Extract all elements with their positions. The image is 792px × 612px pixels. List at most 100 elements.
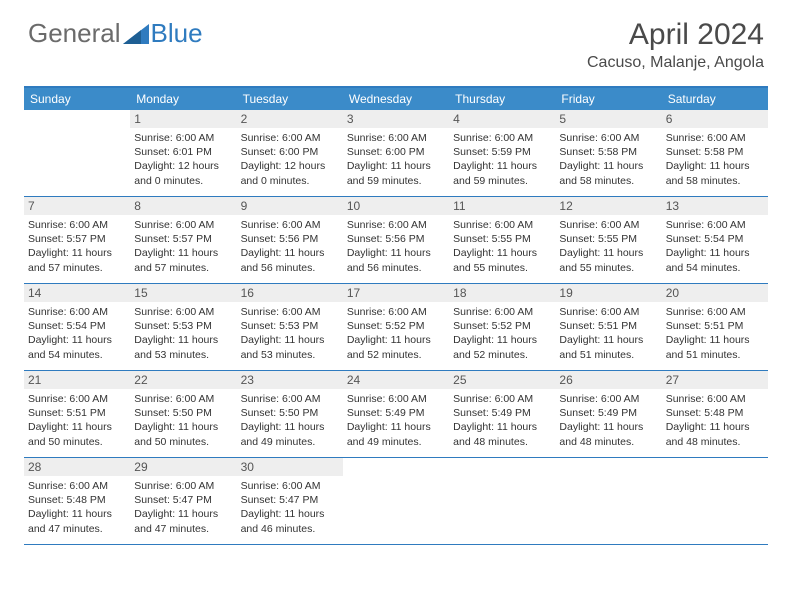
day-number: 16 xyxy=(237,284,343,302)
day-cell: 16 Sunrise: 6:00 AM Sunset: 5:53 PM Dayli… xyxy=(237,284,343,370)
day-cell: 18Sunrise: 6:00 AM Sunset: 5:52 PM Dayli… xyxy=(449,284,555,370)
dow-sunday: Sunday xyxy=(24,88,130,110)
day-number: 8 xyxy=(130,197,236,215)
logo: General Blue xyxy=(28,18,203,49)
dow-monday: Monday xyxy=(130,88,236,110)
week-row: 14Sunrise: 6:00 AM Sunset: 5:54 PM Dayli… xyxy=(24,284,768,371)
logo-text-blue: Blue xyxy=(151,18,203,49)
day-cell: 12 Sunrise: 6:00 AM Sunset: 5:55 PM Dayli… xyxy=(555,197,661,283)
day-cell: 13Sunrise: 6:00 AM Sunset: 5:54 PM Dayli… xyxy=(662,197,768,283)
day-number: 12 xyxy=(555,197,661,215)
day-number: 26 xyxy=(555,371,661,389)
day-number: 3 xyxy=(343,110,449,128)
day-details: Sunrise: 6:00 AM Sunset: 6:00 PM Dayligh… xyxy=(347,131,445,188)
day-details: Sunrise: 6:00 AM Sunset: 6:00 PM Dayligh… xyxy=(241,131,339,188)
week-row: 28Sunrise: 6:00 AM Sunset: 5:48 PM Dayli… xyxy=(24,458,768,545)
weeks-container: 1 Sunrise: 6:00 AM Sunset: 6:01 PM Daylig… xyxy=(24,110,768,545)
day-number: 7 xyxy=(24,197,130,215)
day-cell xyxy=(343,458,449,544)
dow-friday: Friday xyxy=(555,88,661,110)
dow-thursday: Thursday xyxy=(449,88,555,110)
day-cell: 28Sunrise: 6:00 AM Sunset: 5:48 PM Dayli… xyxy=(24,458,130,544)
day-number: 30 xyxy=(237,458,343,476)
day-details: Sunrise: 6:00 AM Sunset: 5:49 PM Dayligh… xyxy=(453,392,551,449)
day-cell: 7 Sunrise: 6:00 AM Sunset: 5:57 PM Daylig… xyxy=(24,197,130,283)
day-details: Sunrise: 6:00 AM Sunset: 5:57 PM Dayligh… xyxy=(28,218,126,275)
day-details: Sunrise: 6:00 AM Sunset: 5:54 PM Dayligh… xyxy=(666,218,764,275)
day-details: Sunrise: 6:00 AM Sunset: 5:56 PM Dayligh… xyxy=(241,218,339,275)
day-cell: 26 Sunrise: 6:00 AM Sunset: 5:49 PM Dayli… xyxy=(555,371,661,457)
week-row: 7Sunrise: 6:00 AM Sunset: 5:57 PM Daylig… xyxy=(24,197,768,284)
location: Cacuso, Malanje, Angola xyxy=(587,54,764,72)
day-cell: 5 Sunrise: 6:00 AM Sunset: 5:58 PM Daylig… xyxy=(555,110,661,196)
day-cell: 25 Sunrise: 6:00 AM Sunset: 5:49 PM Dayli… xyxy=(449,371,555,457)
day-number: 1 xyxy=(130,110,236,128)
day-cell: 6Sunrise: 6:00 AM Sunset: 5:58 PM Daylig… xyxy=(662,110,768,196)
month-title: April 2024 xyxy=(587,18,764,52)
day-cell: 8 Sunrise: 6:00 AM Sunset: 5:57 PM Daylig… xyxy=(130,197,236,283)
day-cell: 21Sunrise: 6:00 AM Sunset: 5:51 PM Dayli… xyxy=(24,371,130,457)
day-number: 24 xyxy=(343,371,449,389)
day-cell: 20 Sunrise: 6:00 AM Sunset: 5:51 PM Dayli… xyxy=(662,284,768,370)
day-cell: 23Sunrise: 6:00 AM Sunset: 5:50 PM Dayli… xyxy=(237,371,343,457)
day-details: Sunrise: 6:00 AM Sunset: 5:47 PM Dayligh… xyxy=(134,479,232,536)
header: General Blue April 2024 Cacuso, Malanje,… xyxy=(0,0,792,80)
day-details: Sunrise: 6:00 AM Sunset: 5:57 PM Dayligh… xyxy=(134,218,232,275)
day-details: Sunrise: 6:00 AM Sunset: 5:58 PM Dayligh… xyxy=(666,131,764,188)
day-details: Sunrise: 6:00 AM Sunset: 5:56 PM Dayligh… xyxy=(347,218,445,275)
day-details: Sunrise: 6:00 AM Sunset: 5:53 PM Dayligh… xyxy=(241,305,339,362)
week-row: 1 Sunrise: 6:00 AM Sunset: 6:01 PM Daylig… xyxy=(24,110,768,197)
day-number: 5 xyxy=(555,110,661,128)
day-details: Sunrise: 6:00 AM Sunset: 5:55 PM Dayligh… xyxy=(559,218,657,275)
day-cell xyxy=(662,458,768,544)
day-details: Sunrise: 6:00 AM Sunset: 5:58 PM Dayligh… xyxy=(559,131,657,188)
day-cell: 2 Sunrise: 6:00 AM Sunset: 6:00 PM Daylig… xyxy=(237,110,343,196)
day-details: Sunrise: 6:00 AM Sunset: 5:59 PM Dayligh… xyxy=(453,131,551,188)
day-details: Sunrise: 6:00 AM Sunset: 5:47 PM Dayligh… xyxy=(241,479,339,536)
day-cell: 9 Sunrise: 6:00 AM Sunset: 5:56 PM Daylig… xyxy=(237,197,343,283)
day-number: 9 xyxy=(237,197,343,215)
week-row: 21Sunrise: 6:00 AM Sunset: 5:51 PM Dayli… xyxy=(24,371,768,458)
day-details: Sunrise: 6:00 AM Sunset: 5:51 PM Dayligh… xyxy=(559,305,657,362)
day-number: 27 xyxy=(662,371,768,389)
day-cell xyxy=(555,458,661,544)
day-number: 2 xyxy=(237,110,343,128)
day-details: Sunrise: 6:00 AM Sunset: 5:49 PM Dayligh… xyxy=(559,392,657,449)
day-details: Sunrise: 6:00 AM Sunset: 5:51 PM Dayligh… xyxy=(28,392,126,449)
title-block: April 2024 Cacuso, Malanje, Angola xyxy=(587,18,764,72)
day-number: 18 xyxy=(449,284,555,302)
dow-wednesday: Wednesday xyxy=(343,88,449,110)
day-cell: 30 Sunrise: 6:00 AM Sunset: 5:47 PM Dayli… xyxy=(237,458,343,544)
day-number: 10 xyxy=(343,197,449,215)
day-details: Sunrise: 6:00 AM Sunset: 6:01 PM Dayligh… xyxy=(134,131,232,188)
dow-saturday: Saturday xyxy=(662,88,768,110)
day-details: Sunrise: 6:00 AM Sunset: 5:55 PM Dayligh… xyxy=(453,218,551,275)
day-cell: 3 Sunrise: 6:00 AM Sunset: 6:00 PM Daylig… xyxy=(343,110,449,196)
day-details: Sunrise: 6:00 AM Sunset: 5:53 PM Dayligh… xyxy=(134,305,232,362)
day-details: Sunrise: 6:00 AM Sunset: 5:48 PM Dayligh… xyxy=(28,479,126,536)
day-number: 25 xyxy=(449,371,555,389)
day-details: Sunrise: 6:00 AM Sunset: 5:49 PM Dayligh… xyxy=(347,392,445,449)
day-cell: 1 Sunrise: 6:00 AM Sunset: 6:01 PM Daylig… xyxy=(130,110,236,196)
days-of-week-row: Sunday Monday Tuesday Wednesday Thursday… xyxy=(24,88,768,110)
day-details: Sunrise: 6:00 AM Sunset: 5:48 PM Dayligh… xyxy=(666,392,764,449)
day-number: 15 xyxy=(130,284,236,302)
day-cell xyxy=(24,110,130,196)
dow-tuesday: Tuesday xyxy=(237,88,343,110)
day-cell: 19 Sunrise: 6:00 AM Sunset: 5:51 PM Dayli… xyxy=(555,284,661,370)
logo-triangle-icon xyxy=(123,24,149,44)
day-number: 17 xyxy=(343,284,449,302)
day-cell: 15 Sunrise: 6:00 AM Sunset: 5:53 PM Dayli… xyxy=(130,284,236,370)
day-cell: 27 Sunrise: 6:00 AM Sunset: 5:48 PM Dayli… xyxy=(662,371,768,457)
logo-text-gray: General xyxy=(28,18,121,49)
day-cell: 24 Sunrise: 6:00 AM Sunset: 5:49 PM Dayli… xyxy=(343,371,449,457)
day-cell: 29Sunrise: 6:00 AM Sunset: 5:47 PM Dayli… xyxy=(130,458,236,544)
calendar: Sunday Monday Tuesday Wednesday Thursday… xyxy=(24,86,768,545)
day-number: 4 xyxy=(449,110,555,128)
day-number: 19 xyxy=(555,284,661,302)
day-number: 11 xyxy=(449,197,555,215)
day-number: 20 xyxy=(662,284,768,302)
day-details: Sunrise: 6:00 AM Sunset: 5:51 PM Dayligh… xyxy=(666,305,764,362)
day-details: Sunrise: 6:00 AM Sunset: 5:54 PM Dayligh… xyxy=(28,305,126,362)
day-cell: 17Sunrise: 6:00 AM Sunset: 5:52 PM Dayli… xyxy=(343,284,449,370)
